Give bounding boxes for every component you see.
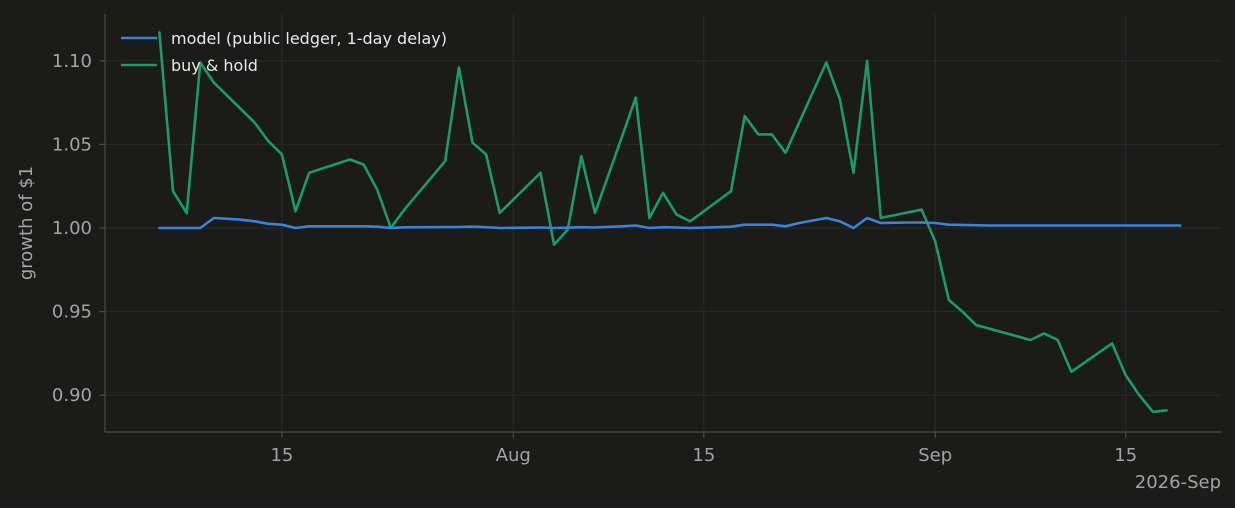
series-lines xyxy=(158,31,1182,414)
x-tick-label: 15 xyxy=(692,445,715,466)
legend-label: buy & hold xyxy=(171,56,258,75)
legend-label: model (public ledger, 1-day delay) xyxy=(171,29,447,48)
x-tick-label: 15 xyxy=(270,445,293,466)
axes-spines xyxy=(104,14,1221,433)
series-line-model xyxy=(158,216,1182,230)
x-axis-offset-label: 2026-Sep xyxy=(1135,472,1221,493)
y-tick-label: 1.00 xyxy=(52,218,92,239)
y-tick-label: 1.10 xyxy=(52,51,92,72)
y-tick-label: 0.90 xyxy=(52,385,92,406)
x-tick-label: Sep xyxy=(918,445,952,466)
y-tick-label: 1.05 xyxy=(52,134,92,155)
y-axis-label: growth of $1 xyxy=(16,166,37,280)
x-tick-label: 15 xyxy=(1114,445,1137,466)
y-tick-label: 0.95 xyxy=(52,302,92,323)
x-tick-label: Aug xyxy=(496,445,531,466)
legend: model (public ledger, 1-day delay) buy & … xyxy=(121,29,447,75)
series-line-buy-and-hold xyxy=(158,31,1168,414)
y-axis-ticks: 0.90 0.95 1.00 1.05 1.10 xyxy=(52,51,105,406)
x-axis-ticks: 15 Aug 15 Sep 15 xyxy=(270,432,1137,466)
